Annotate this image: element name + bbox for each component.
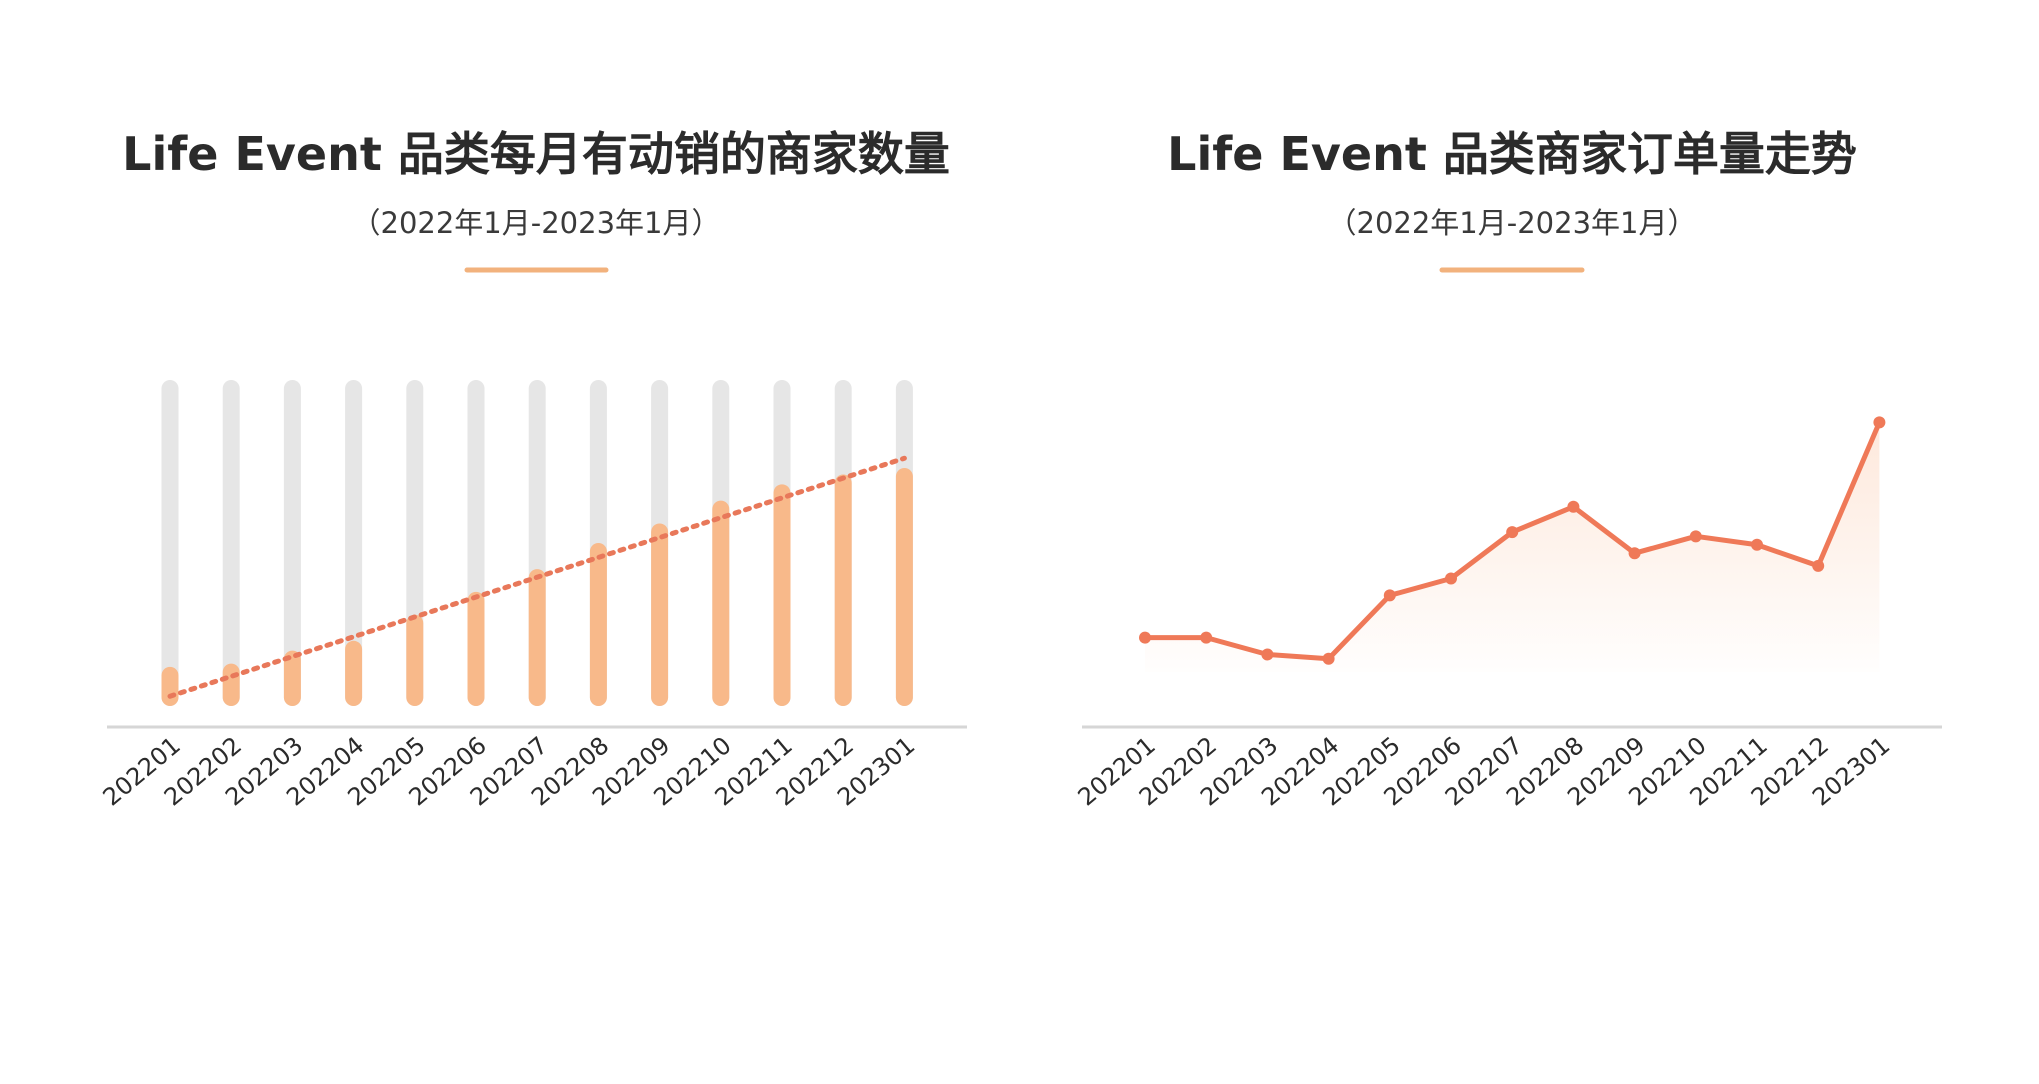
line-point <box>1506 526 1519 539</box>
bar <box>406 614 424 706</box>
line-point <box>1628 547 1641 560</box>
line-point <box>1812 559 1825 572</box>
bar-track <box>345 380 363 706</box>
bar <box>834 474 852 706</box>
line-point <box>1689 530 1702 543</box>
line-point <box>1751 538 1763 551</box>
line-chart-title: Life Event 品类商家订单量走势 <box>1167 127 1857 181</box>
bar <box>222 663 240 706</box>
line-point <box>1445 572 1457 585</box>
bar-series <box>161 468 913 706</box>
bar <box>161 666 179 706</box>
line-chart: Life Event 品类商家订单量走势 （2022年1月-2023年1月） 2… <box>1073 127 1942 811</box>
bar-chart: Life Event 品类每月有动销的商家数量 （2022年1月-2023年1月… <box>98 127 967 811</box>
bar <box>528 569 546 706</box>
bar <box>895 468 913 706</box>
line-point <box>1139 631 1151 644</box>
bar-chart-subtitle: （2022年1月-2023年1月） <box>352 206 721 240</box>
bar-trendline <box>167 455 907 699</box>
bar <box>589 543 607 706</box>
bar <box>712 500 730 706</box>
bar-x-ticks: 2022012022022022032022042022052022062022… <box>98 731 921 811</box>
bar-track <box>283 380 301 706</box>
line-x-ticks: 2022012022022022032022042022052022062022… <box>1073 731 1896 811</box>
bar-chart-title: Life Event 品类每月有动销的商家数量 <box>122 127 950 181</box>
line-point <box>1322 652 1335 665</box>
line-chart-subtitle: （2022年1月-2023年1月） <box>1328 206 1697 240</box>
line-point <box>1383 589 1396 602</box>
bar <box>467 591 485 706</box>
line-point <box>1200 631 1213 644</box>
line-points <box>1139 416 1886 665</box>
line-point <box>1567 500 1580 513</box>
bar <box>651 523 669 706</box>
line-area-fill <box>1145 422 1880 672</box>
bar-track <box>161 380 179 706</box>
bar-track <box>222 380 240 706</box>
bar <box>283 650 301 706</box>
line-point <box>1261 648 1274 661</box>
bar <box>773 484 791 706</box>
line-point <box>1873 416 1886 429</box>
bar <box>345 640 363 706</box>
